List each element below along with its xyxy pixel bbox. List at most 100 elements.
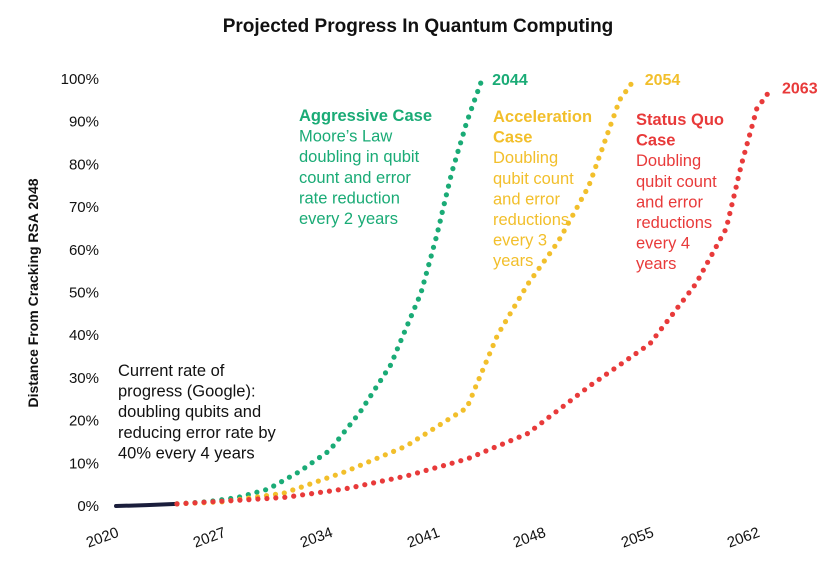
y-tick-label: 30% <box>69 370 99 387</box>
series-point-aggressive <box>408 313 414 319</box>
end-labels: 2044 2054 2063 <box>492 72 818 98</box>
series-point-aggressive <box>387 362 393 368</box>
series-point-status_quo <box>603 371 610 377</box>
series-point-aggressive <box>263 487 269 493</box>
annotation-status-quo-text: qubit count <box>636 173 717 191</box>
series-point-acceleration <box>315 478 321 484</box>
series-point-status_quo <box>317 489 324 495</box>
series-point-aggressive <box>455 148 461 154</box>
series-point-status_quo <box>237 497 243 503</box>
series-point-status_quo <box>759 99 765 105</box>
series-point-status_quo <box>388 476 394 482</box>
series-point-acceleration <box>430 426 436 432</box>
series-point-acceleration <box>453 412 459 418</box>
series-point-status_quo <box>727 210 733 217</box>
annotation-status-quo-text: years <box>636 255 676 273</box>
series-point-acceleration <box>596 155 602 161</box>
series-point-aggressive <box>412 304 418 310</box>
series-point-status_quo <box>300 492 306 498</box>
series-point-status_quo <box>626 356 632 362</box>
series-point-acceleration <box>349 466 355 472</box>
series-point-status_quo <box>640 345 647 351</box>
series-point-status_quo <box>255 496 261 502</box>
annotation-aggressive-text: every 2 years <box>299 210 398 228</box>
series-point-acceleration <box>374 455 380 461</box>
series-point-aggressive <box>279 479 285 485</box>
annotation-acceleration-heading: Acceleration <box>493 108 592 126</box>
series-point-status_quo <box>680 297 687 303</box>
series-point-acceleration <box>473 384 479 390</box>
annotation-status-quo-heading: Status Quo <box>636 111 724 129</box>
series-point-status_quo <box>653 333 659 339</box>
series-point-acceleration <box>590 172 596 178</box>
series-point-aggressive <box>324 449 330 455</box>
series-point-status_quo <box>733 184 739 190</box>
series-point-aggressive <box>469 105 475 112</box>
series-point-acceleration <box>574 204 580 210</box>
series-point-aggressive <box>458 140 464 146</box>
series-point-aggressive <box>378 377 384 384</box>
series-point-acceleration <box>494 334 500 340</box>
series-point-aggressive <box>450 166 456 172</box>
series-point-acceleration <box>557 236 563 242</box>
x-tick-label: 2055 <box>619 524 656 551</box>
series-point-status_quo <box>309 491 315 497</box>
series-point-status_quo <box>731 193 737 199</box>
y-tick-label: 60% <box>69 242 99 259</box>
y-tick-label: 20% <box>69 413 99 430</box>
annotation-acceleration-text: years <box>493 252 533 270</box>
series-point-acceleration <box>422 431 428 437</box>
series-point-acceleration <box>605 130 611 136</box>
series-point-status_quo <box>722 228 728 234</box>
series-point-status_quo <box>499 441 506 447</box>
y-tick-label: 40% <box>69 327 99 344</box>
series-point-status_quo <box>432 465 438 471</box>
series-point-status_quo <box>709 251 715 257</box>
chart-title: Projected Progress In Quantum Computing <box>223 16 614 37</box>
series-point-aggressive <box>398 337 404 344</box>
series-point-acceleration <box>565 220 572 226</box>
series-point-aggressive <box>445 183 452 189</box>
series-point-aggressive <box>373 385 379 391</box>
series-point-aggressive <box>316 454 323 461</box>
annotation-acceleration-text: qubit count <box>493 170 574 188</box>
x-tick-label: 2020 <box>84 524 121 551</box>
annotations: Current rate of progress (Google): doublin… <box>118 107 724 462</box>
series-point-status_quo <box>691 283 697 289</box>
series-point-status_quo <box>228 498 234 504</box>
series-point-status_quo <box>669 311 676 317</box>
series-point-status_quo <box>210 499 216 505</box>
series-point-status_quo <box>742 149 748 155</box>
series-point-status_quo <box>219 498 225 504</box>
series-point-acceleration <box>587 180 593 187</box>
series-point-aggressive <box>421 279 427 285</box>
series-point-acceleration <box>628 81 634 87</box>
series-point-status_quo <box>754 106 760 112</box>
series-point-status_quo <box>406 472 412 478</box>
series-point-acceleration <box>617 96 624 102</box>
series-point-status_quo <box>553 409 559 415</box>
series-point-acceleration <box>281 490 287 496</box>
series-point-status_quo <box>335 487 341 493</box>
series-point-acceleration <box>608 121 614 127</box>
series-point-aggressive <box>426 262 432 268</box>
annotation-status-quo-heading: Case <box>636 132 675 150</box>
series-point-status_quo <box>686 290 692 296</box>
series-point-status_quo <box>696 275 702 281</box>
series-point-acceleration <box>516 295 522 301</box>
series-point-aggressive <box>382 370 389 376</box>
series-point-status_quo <box>344 485 350 491</box>
end-label-aggressive: 2044 <box>492 72 528 89</box>
series-point-status_quo <box>449 460 455 466</box>
series-point-status_quo <box>379 478 385 484</box>
y-tick-label: 10% <box>69 455 99 472</box>
y-axis-label: Distance From Cracking RSA 2048 <box>25 178 41 407</box>
annotation-current: reducing error rate by <box>118 424 276 442</box>
series-layer <box>114 80 770 508</box>
annotation-aggressive-text: count and error <box>299 169 411 187</box>
series-point-aggressive <box>415 296 421 302</box>
series-point-aggressive <box>435 227 441 233</box>
series-point-acceleration <box>290 487 296 493</box>
series-point-acceleration <box>578 196 585 202</box>
series-point-acceleration <box>332 472 338 478</box>
